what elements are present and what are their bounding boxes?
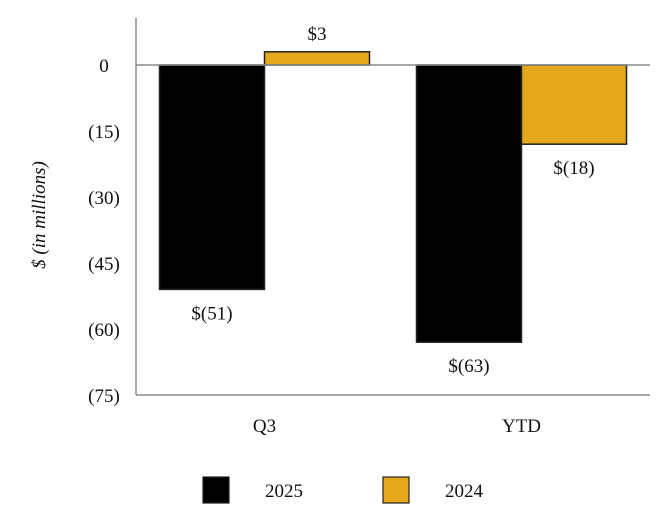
- y-tick-label: (15): [88, 122, 120, 143]
- x-axis-ticks: Q3 YTD: [253, 416, 541, 437]
- x-tick-label-YTD: YTD: [502, 416, 541, 437]
- bar-2024-Q3: [263, 51, 371, 66]
- data-label-2024-Q3: $3: [308, 24, 327, 45]
- y-tick-label: 0: [99, 56, 109, 77]
- legend-label-2025: 2025: [265, 481, 303, 502]
- data-label-2025-YTD: $(63): [448, 356, 489, 377]
- data-label-2025-Q3: $(51): [191, 303, 232, 324]
- legend-label-2024: 2024: [445, 481, 484, 502]
- y-axis-ticks: 0 (15) (30) (45) (60) (75): [88, 56, 120, 407]
- y-tick-label: (45): [88, 254, 120, 275]
- y-tick-label: (60): [88, 320, 120, 341]
- bar-2024-YTD: [520, 64, 628, 145]
- bar-2025-YTD: [415, 64, 523, 343]
- x-tick-label-Q3: Q3: [253, 416, 276, 437]
- bars: [158, 51, 628, 343]
- data-label-2024-YTD: $(18): [553, 158, 594, 179]
- legend-swatch-2025: [202, 476, 230, 504]
- y-tick-label: (75): [88, 386, 120, 407]
- bar-2025-Q3: [158, 64, 266, 291]
- legend: 2025 2024: [202, 476, 484, 504]
- y-tick-label: (30): [88, 188, 120, 209]
- data-labels: $(51) $3 $(63) $(18): [191, 24, 594, 377]
- y-axis-label: $ (in millions): [29, 161, 50, 269]
- legend-swatch-2024: [382, 476, 410, 504]
